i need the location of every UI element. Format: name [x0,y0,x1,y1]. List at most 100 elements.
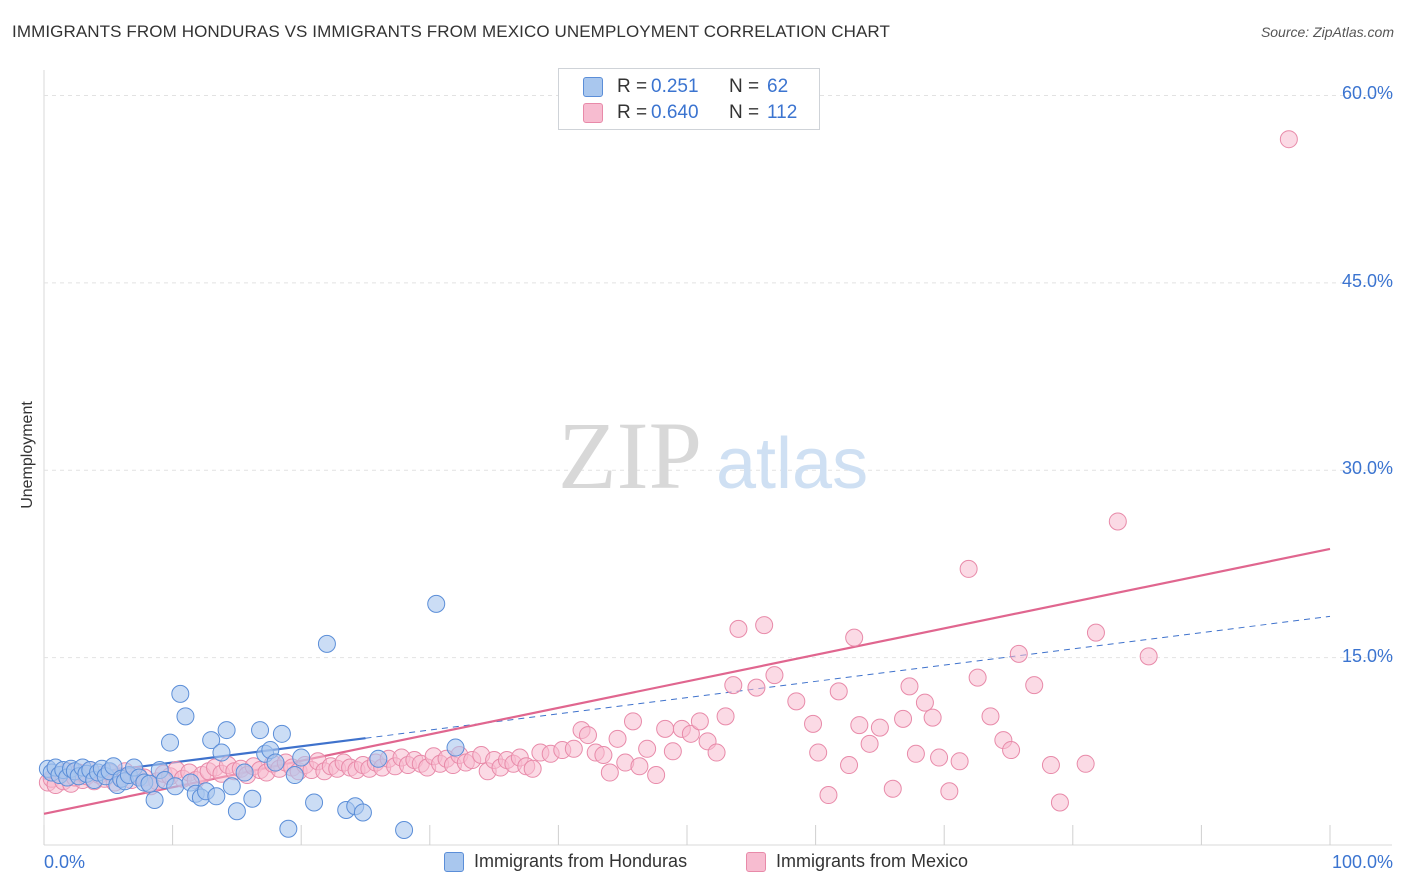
mexico-point [630,757,649,776]
r-value: 0.251 [651,76,699,97]
honduras-point [427,594,446,613]
honduras-point [272,724,291,743]
y-tick-label: 30.0% [1341,458,1393,479]
mexico-point [1279,130,1298,149]
mexico-point [981,707,1000,726]
mexico-point [656,719,675,738]
mexico-point [787,692,806,711]
honduras-point [166,777,185,796]
mexico-point [894,709,913,728]
honduras-point [222,777,241,796]
honduras-point [217,721,236,740]
n-value: 62 [767,76,789,97]
n-label: N = [729,102,760,123]
mexico-point [968,668,987,687]
r-label: R = [617,76,648,97]
mexico-point [623,712,642,731]
honduras-point [369,749,388,768]
mexico-point [638,739,657,758]
honduras-point [176,707,195,726]
watermark-atlas: atlas [716,424,868,504]
n-value: 112 [767,102,798,123]
mexico-point [923,708,942,727]
mexico-point [578,726,597,745]
honduras-point [251,721,270,740]
honduras-point [305,793,324,812]
honduras-point [292,748,311,767]
honduras-points [38,594,465,840]
mexico-point [724,676,743,695]
mexico-point [1009,644,1028,663]
honduras-trend-extension [365,615,1331,739]
honduras-point [395,821,414,840]
honduras-point [446,738,465,757]
mexico-point [600,763,619,782]
legend-label: Immigrants from Mexico [776,851,969,871]
mexico-point [594,746,613,765]
x-tick-label: 100.0% [1331,852,1393,872]
mexico-point [716,707,735,726]
y-tick-label: 60.0% [1341,83,1393,104]
mexico-point [940,782,959,801]
mexico-point [608,729,627,748]
mexico-swatch [746,851,766,872]
mexico-point [959,559,978,578]
honduras-swatch [444,851,464,872]
mexico-point [1139,647,1158,666]
honduras-point [279,819,298,838]
mexico-point [845,628,864,647]
honduras-point [353,803,372,822]
y-tick-label: 15.0% [1341,645,1393,666]
mexico-point [765,666,784,685]
legend-label: Immigrants from Honduras [474,851,688,871]
mexico-point [900,677,919,696]
honduras-point [207,787,226,806]
mexico-point [564,739,583,758]
mexico-point [1108,512,1127,531]
watermark: ZIP atlas [558,402,868,509]
mexico-point [523,759,542,778]
legend-row-mexico: R = 0.640 N = 112 [583,100,797,126]
mexico-point [1025,676,1044,695]
mexico-point [663,742,682,761]
mexico-point [647,766,666,785]
r-label: R = [617,102,648,123]
n-label: N = [729,76,760,97]
source-label: Source: ZipAtlas.com [1260,24,1394,40]
honduras-point [317,634,336,653]
mexico-point [950,752,969,771]
mexico-point [883,779,902,798]
chart-title: IMMIGRANTS FROM HONDURAS VS IMMIGRANTS F… [12,22,890,41]
honduras-point [171,684,190,703]
mexico-point [860,734,879,753]
mexico-point [707,743,726,762]
mexico-point [690,712,709,731]
mexico-point [870,718,889,737]
y-axis-label: Unemployment [19,401,36,509]
honduras-point [227,802,246,821]
x-tick-label: 0.0% [44,852,86,872]
mexico-point [930,748,949,767]
legend-item-mexico[interactable]: Immigrants from Mexico [746,851,968,872]
mexico-point [1002,741,1021,760]
mexico-point [819,786,838,805]
legend-row-honduras: R = 0.251 N = 62 [583,74,788,100]
mexico-point [804,714,823,733]
legend-item-honduras[interactable]: Immigrants from Honduras [444,851,687,872]
mexico-point [809,743,828,762]
mexico-swatch [583,103,603,123]
mexico-point [747,678,766,697]
watermark-zip: ZIP [558,402,702,509]
mexico-point [1076,754,1095,773]
honduras-point [212,743,231,762]
honduras-point [235,763,254,782]
mexico-point [906,744,925,763]
mexico-point [915,693,934,712]
honduras-point [202,731,221,750]
mexico-point [1086,623,1105,642]
mexico-point [755,616,774,635]
honduras-point [266,753,285,772]
mexico-point [850,716,869,735]
mexico-point [1041,756,1060,775]
